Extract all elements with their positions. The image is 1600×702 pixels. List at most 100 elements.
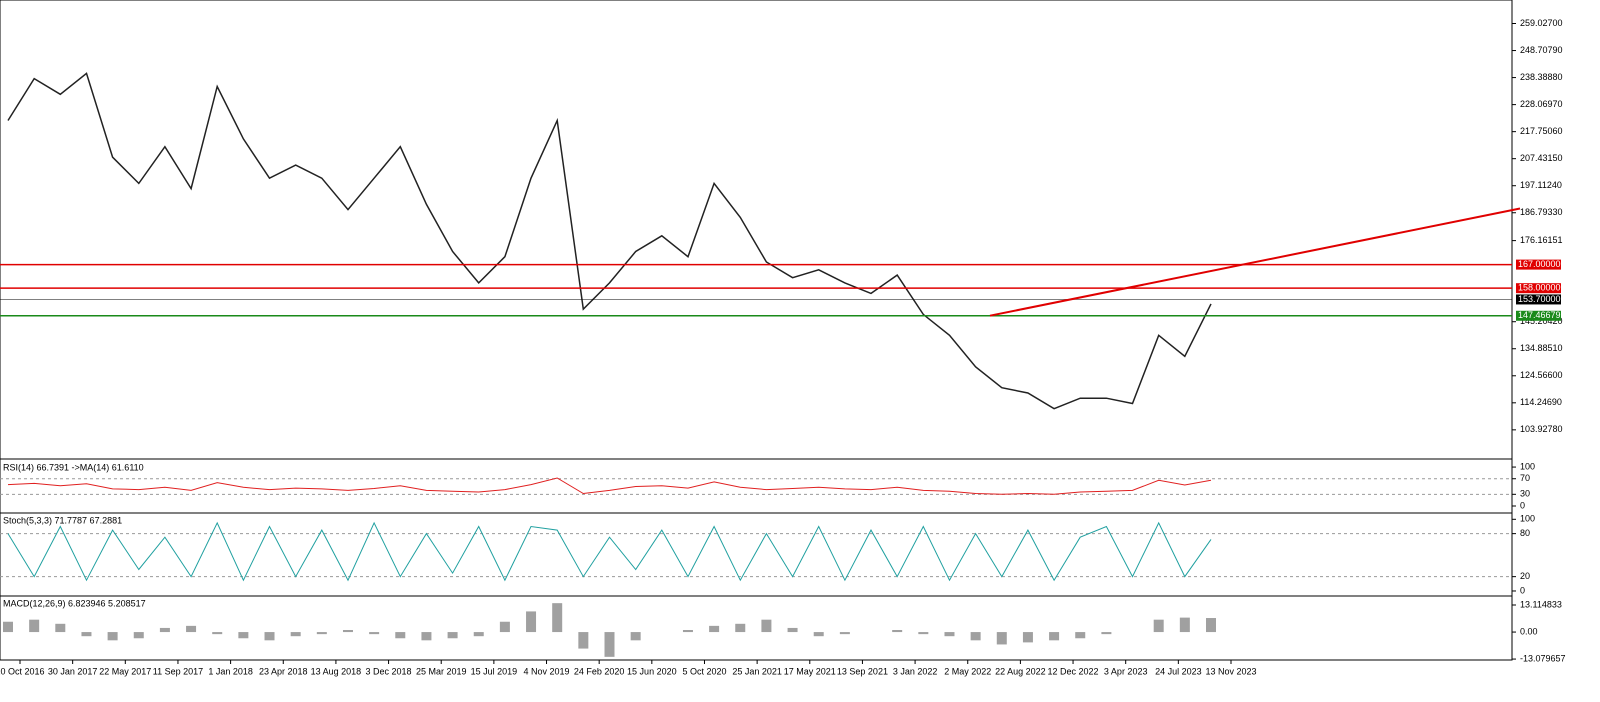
histogram-bar [630,632,641,641]
y-tick-label: 228.06970 [1520,99,1563,109]
y-tick-label: 114.24690 [1520,397,1562,407]
level-label-box [1516,310,1561,321]
y-tick-label: 248.70790 [1520,45,1563,55]
level-label: 167.00000 [1518,259,1561,269]
histogram-bar [421,632,432,641]
histogram-bar [892,630,903,633]
histogram-bar [578,632,589,649]
x-tick-label: 25 Mar 2019 [416,666,467,676]
y-tick-label: 70 [1520,473,1530,483]
plot-frame [0,0,1513,661]
y-tick-label: 0 [1520,585,1525,595]
x-tick-label: 24 Feb 2020 [574,666,625,676]
x-tick-label: 10 Oct 2016 [0,666,45,676]
histogram-bar [813,632,824,637]
histogram-bar [996,632,1007,645]
histogram-bar [186,625,197,633]
histogram-bar [499,621,510,633]
y-tick-label: 217.75060 [1520,126,1563,136]
histogram-bar [395,632,406,639]
histogram-bar [839,632,850,635]
x-tick-label: 12 Dec 2022 [1048,666,1099,676]
histogram-bar [133,632,144,639]
indicator-title: MACD(12,26,9) 6.823946 5.208517 [3,598,146,608]
level-label-box [1516,259,1561,270]
x-tick-label: 22 Aug 2022 [995,666,1046,676]
y-tick-label: 20 [1520,571,1530,581]
series-line [7,521,1212,582]
indicator-title: Stoch(5,3,3) 71.7787 67.2881 [3,515,122,525]
histogram-bar [944,632,955,637]
x-tick-label: 1 Jan 2018 [208,666,253,676]
y-tick-label: 145.20420 [1520,316,1563,326]
histogram-bar [526,611,537,633]
histogram-bar [316,632,327,635]
series-line [7,477,1212,495]
x-tick-label: 4 Nov 2019 [523,666,569,676]
level-label: 158.00000 [1518,283,1561,293]
x-tick-label: 3 Apr 2023 [1104,666,1148,676]
x-tick-label: 11 Sep 2017 [153,666,203,676]
y-tick-label: 207.43150 [1520,153,1563,163]
x-tick-label: 13 Sep 2021 [837,666,888,676]
histogram-bar [473,632,484,637]
histogram-bar [1179,617,1190,633]
series-line [7,72,1212,410]
histogram-bar [290,632,301,637]
histogram-bar [604,632,615,657]
x-tick-label: 15 Jun 2020 [627,666,677,676]
histogram-bar [1049,632,1060,641]
histogram-bar [552,603,563,633]
y-tick-label: 80 [1520,528,1530,538]
x-tick-label: 15 Jul 2019 [471,666,518,676]
y-tick-label: 259.02700 [1520,18,1563,28]
histogram-bar [107,632,118,641]
histogram-bar [369,632,380,635]
y-tick-label: 100 [1520,514,1535,524]
y-tick-label: 186.79330 [1520,207,1563,217]
y-tick-label: 197.11240 [1520,180,1562,190]
y-tick-label: 103.92780 [1520,424,1563,434]
histogram-bar [1101,632,1112,635]
histogram-bar [81,632,92,637]
y-tick-label: 0 [1520,500,1525,510]
histogram-bar [159,627,170,633]
y-tick-label: -13.079657 [1520,653,1566,663]
x-tick-label: 25 Jan 2021 [732,666,782,676]
histogram-bar [1075,632,1086,639]
y-tick-label: 134.88510 [1520,343,1563,353]
x-tick-label: 23 Apr 2018 [259,666,308,676]
y-tick-label: 13.114833 [1520,599,1562,609]
histogram-bar [1022,632,1033,643]
x-tick-label: 13 Nov 2023 [1205,666,1256,676]
indicator-title: RSI(14) 66.7391 ->MA(14) 61.6110 [3,462,144,472]
histogram-bar [709,625,720,633]
y-tick-label: 30 [1520,489,1530,499]
histogram-bar [1206,618,1216,633]
histogram-bar [55,623,66,633]
histogram-bar [238,632,249,639]
x-tick-label: 17 May 2021 [784,666,836,676]
x-tick-label: 3 Jan 2022 [893,666,938,676]
histogram-bar [264,632,275,641]
x-tick-label: 22 May 2017 [99,666,151,676]
x-tick-label: 3 Dec 2018 [366,666,412,676]
x-tick-label: 13 Aug 2018 [311,666,362,676]
level-label: 153.70000 [1518,294,1561,304]
y-tick-label: 0.00 [1520,626,1538,636]
y-tick-label: 238.38880 [1520,72,1563,82]
histogram-bar [682,630,693,633]
y-tick-label: 100 [1520,461,1535,471]
histogram-bar [970,632,981,641]
level-label-box [1516,294,1561,305]
level-label: 147.46679 [1518,310,1561,320]
x-tick-label: 5 Oct 2020 [682,666,726,676]
level-label-box [1516,283,1561,294]
y-tick-label: 176.16151 [1520,235,1563,245]
histogram-bar [1153,619,1164,633]
histogram-bar [3,621,13,633]
histogram-bar [918,632,929,635]
histogram-bar [761,619,772,633]
